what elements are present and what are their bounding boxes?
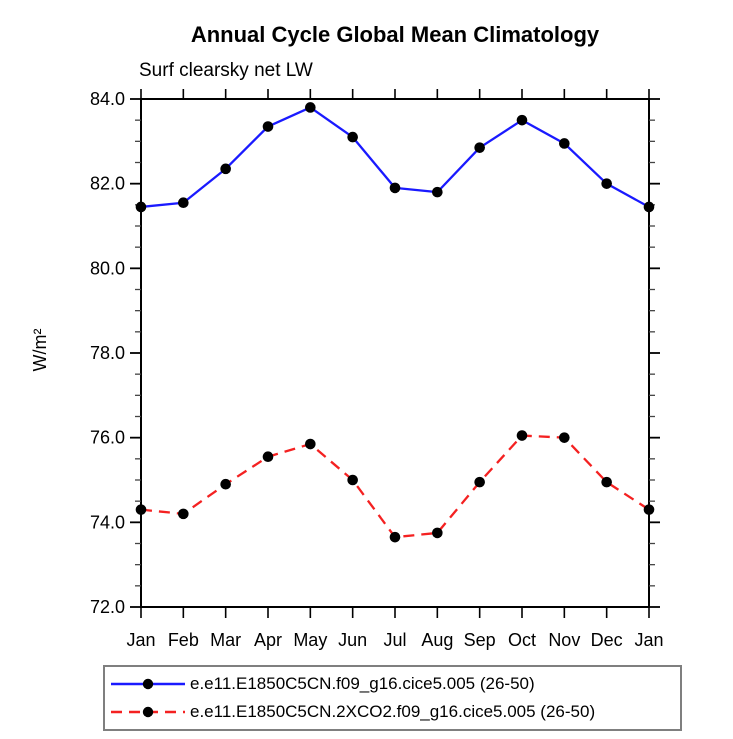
series-1-marker: [305, 438, 316, 450]
legend-entry-control: e.e11.E1850C5CN.f09_g16.cice5.005 (26-50…: [105, 674, 680, 694]
legend-line-sample-solid: [111, 679, 185, 690]
series-1-marker: [262, 451, 274, 463]
series-1-marker: [474, 476, 485, 488]
y-tick-label: 72.0: [90, 597, 125, 617]
x-tick-label: Sep: [464, 630, 496, 650]
x-tick-label: Feb: [168, 630, 199, 650]
series-0-marker: [135, 201, 147, 213]
x-tick-label: May: [293, 630, 327, 650]
x-tick-label: Aug: [421, 630, 453, 650]
x-tick-label: Mar: [210, 630, 241, 650]
x-tick-label: Jan: [634, 630, 663, 650]
series-0-marker: [474, 142, 485, 153]
series-0-marker: [389, 182, 401, 194]
series-1-line: [140, 434, 650, 539]
series-1-marker: [220, 478, 231, 490]
y-tick-label: 76.0: [90, 428, 125, 448]
series-1-marker: [135, 504, 147, 515]
x-tick-label: Jun: [338, 630, 367, 650]
y-axis-unit-label: W/m²: [30, 329, 50, 372]
series-0-marker: [347, 131, 358, 143]
x-tick-label: Apr: [254, 630, 282, 650]
series-1-marker: [559, 432, 570, 443]
x-tick-label: Jan: [126, 630, 155, 650]
x-tick-label: Dec: [591, 630, 623, 650]
series-1-marker: [516, 430, 528, 441]
y-tick-label: 74.0: [90, 512, 125, 532]
series-0-marker: [305, 102, 316, 113]
series-1-marker: [178, 508, 189, 520]
chart-subtitle: Surf clearsky net LW: [139, 60, 313, 81]
axes-layer: Jan Feb Mar Apr May Jun Jul Aug Sep Oct Nov Dec Jan7…: [90, 89, 664, 650]
x-tick-label: Nov: [548, 630, 580, 650]
series-0-marker: [516, 114, 528, 126]
chart-title: Annual Cycle Global Mean Climatology: [190, 22, 600, 47]
series-0-marker: [178, 197, 189, 209]
series-1-marker: [347, 474, 358, 486]
series-0-marker: [559, 138, 570, 149]
series-0-marker: [643, 201, 655, 213]
series-1-marker: [643, 504, 655, 515]
legend-label-2xco2: e.e11.E1850C5CN.2XCO2.f09_g16.cice5.005 …: [190, 701, 596, 721]
series-0-marker: [601, 178, 612, 189]
y-tick-label: 84.0: [90, 89, 125, 109]
series-1-marker: [389, 531, 401, 543]
x-tick-label: Jul: [383, 630, 406, 650]
legend-marker-dot-icon: [142, 706, 154, 717]
legend-entry-2xco2: e.e11.E1850C5CN.2XCO2.f09_g16.cice5.005 …: [105, 702, 680, 722]
series-1-marker: [601, 476, 612, 488]
series-0-marker: [220, 163, 231, 175]
series-layer: [135, 102, 655, 543]
legend: e.e11.E1850C5CN.f09_g16.cice5.005 (26-50…: [103, 665, 682, 731]
y-tick-label: 78.0: [90, 343, 125, 363]
series-0-marker: [262, 121, 274, 132]
legend-label-control: e.e11.E1850C5CN.f09_g16.cice5.005 (26-50…: [190, 674, 535, 694]
y-tick-label: 80.0: [90, 258, 125, 278]
legend-marker-dot-icon: [142, 679, 154, 690]
legend-line-sample-dashed: [111, 706, 185, 717]
series-0-marker: [432, 186, 443, 198]
y-tick-label: 82.0: [90, 174, 125, 194]
x-tick-label: Oct: [508, 630, 536, 650]
series-1-marker: [432, 527, 443, 539]
